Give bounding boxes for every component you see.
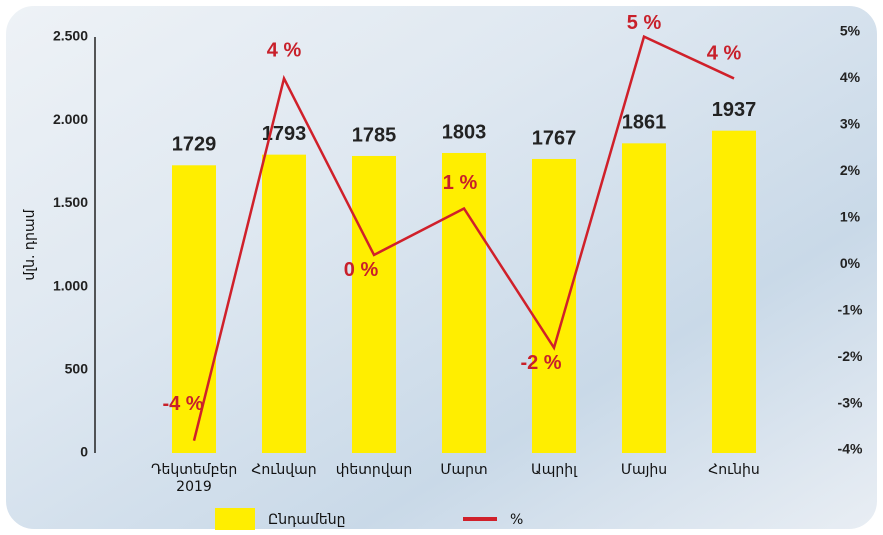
line-value-label: 5 % bbox=[627, 12, 662, 34]
y2-tick-label: -4% bbox=[838, 441, 863, 457]
line-value-label: 4 % bbox=[707, 43, 742, 65]
line-value-label: -2 % bbox=[520, 352, 561, 374]
y2-tick-label: -3% bbox=[838, 394, 863, 410]
y-tick-label: 1.000 bbox=[53, 277, 88, 293]
legend-swatch bbox=[215, 508, 255, 530]
bar bbox=[622, 143, 666, 453]
bar bbox=[532, 159, 576, 453]
chart: մլն. դրամ 0 500 1.000 1.500 2.000 2.500 -4% -3%… bbox=[0, 0, 883, 535]
x-tick-label: Ապրիլ bbox=[511, 462, 597, 479]
y2-tick-label: -1% bbox=[838, 301, 863, 317]
x-tick-label: Մարտ bbox=[421, 462, 507, 479]
y2-tick-label: 3% bbox=[840, 116, 861, 132]
bar-value-label: 1785 bbox=[352, 124, 397, 146]
y2-tick-label: 2% bbox=[840, 162, 861, 178]
y-tick-label: 2.000 bbox=[53, 111, 88, 127]
y2-tick-label: -2% bbox=[838, 348, 863, 364]
bar bbox=[712, 131, 756, 453]
line-value-label: -4 % bbox=[162, 393, 203, 415]
x-tick-label: Հունիս bbox=[691, 462, 777, 479]
bar-value-label: 1767 bbox=[532, 127, 577, 149]
legend-label: % bbox=[510, 512, 523, 528]
y-tick-label: 2.500 bbox=[53, 28, 88, 44]
x-tick-label: Հունվար bbox=[241, 462, 327, 479]
y2-tick-label: 0% bbox=[840, 255, 861, 271]
y-axis-title: մլն. դրամ bbox=[22, 208, 38, 280]
y-tick-label: 500 bbox=[65, 361, 89, 377]
bar-value-label: 1729 bbox=[172, 134, 217, 156]
x-tick-label: Մայիս bbox=[601, 462, 687, 479]
bar-value-label: 1803 bbox=[442, 121, 487, 143]
bar-value-label: 1937 bbox=[712, 99, 757, 121]
line-value-label: 1 % bbox=[443, 172, 478, 194]
y-tick-label: 0 bbox=[80, 444, 88, 460]
y2-tick-label: 4% bbox=[840, 69, 861, 85]
y2-tick-label: 5% bbox=[840, 23, 861, 39]
legend-label: Ընդամենը bbox=[268, 512, 346, 528]
y-tick-label: 1.500 bbox=[53, 194, 88, 210]
page: մլն. դրամ 0 500 1.000 1.500 2.000 2.500 -4% -3%… bbox=[0, 0, 883, 535]
line-value-label: 4 % bbox=[267, 40, 302, 62]
line-value-label: 0 % bbox=[344, 259, 379, 281]
x-tick-label: փետրվար bbox=[331, 462, 417, 479]
bar bbox=[262, 155, 306, 453]
bar bbox=[352, 156, 396, 453]
y2-tick-label: 1% bbox=[840, 208, 861, 224]
x-tick-label: Դեկտեմբեր 2019 bbox=[151, 462, 237, 496]
bar bbox=[442, 153, 486, 453]
bar-value-label: 1861 bbox=[622, 112, 667, 134]
